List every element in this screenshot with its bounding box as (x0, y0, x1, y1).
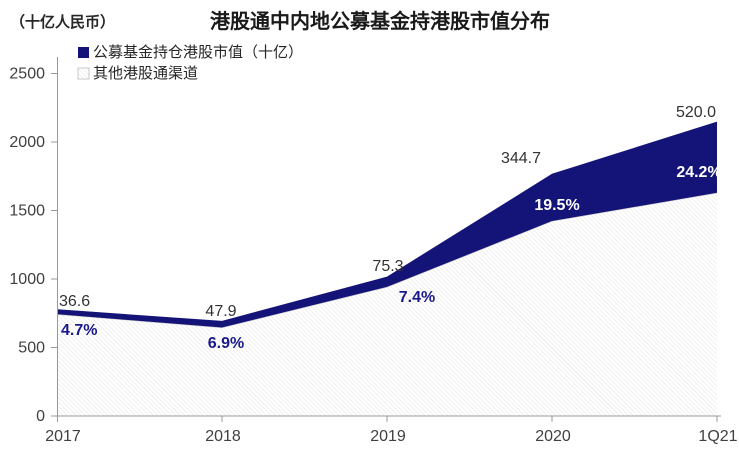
area-fund-holdings (57, 121, 717, 328)
y-tick-label-500: 500 (18, 340, 45, 357)
x-tick-label-1q21: 1Q21 (698, 428, 737, 445)
pct-label-2019: 7.4% (399, 289, 435, 306)
x-tick-label-2020: 2020 (535, 428, 571, 445)
pct-label-2017: 4.7% (61, 322, 97, 339)
data-value-labels: 36.6 47.9 75.3 344.7 520.0 (59, 104, 716, 320)
legend-label-fund-holdings: 公募基金持仓港股市值（十亿） (93, 44, 303, 61)
pct-label-1q21: 24.2% (676, 164, 721, 181)
legend-swatch-fund-holdings (78, 47, 89, 58)
value-label-2019: 75.3 (372, 258, 403, 275)
x-tick-label-2018: 2018 (205, 428, 241, 445)
y-tick-label-2500: 2500 (9, 66, 45, 83)
legend-label-other-channels: 其他港股通渠道 (93, 65, 198, 82)
area-layers (57, 121, 718, 416)
value-label-1q21: 520.0 (676, 104, 716, 121)
x-tick-label-2017: 2017 (45, 428, 81, 445)
legend: 公募基金持仓港股市值（十亿） 其他港股通渠道 (77, 44, 303, 82)
pct-label-2020: 19.5% (534, 197, 579, 214)
y-axis-unit-label: （十亿人民币） (10, 13, 115, 31)
y-tick-label-0: 0 (36, 408, 45, 425)
pct-label-2018: 6.9% (208, 335, 244, 352)
y-tick-label-1500: 1500 (9, 203, 45, 220)
chart-title: 港股通中内地公募基金持港股市值分布 (210, 9, 550, 33)
x-tick-label-2019: 2019 (370, 428, 406, 445)
pct-share-labels: 4.7% 6.9% 7.4% 19.5% 24.2% (61, 164, 722, 352)
value-label-2017: 36.6 (59, 293, 90, 310)
value-label-2018: 47.9 (205, 303, 236, 320)
legend-swatch-other-channels (77, 67, 90, 80)
x-axis-tick-labels: 2017 2018 2019 2020 1Q21 (45, 428, 737, 445)
value-label-2020: 344.7 (501, 150, 541, 167)
y-axis-tick-labels: 0 500 1000 1500 2000 2500 (9, 66, 45, 426)
area-other-channels (57, 192, 717, 416)
y-tick-label-2000: 2000 (9, 134, 45, 151)
y-tick-label-1000: 1000 (9, 271, 45, 288)
axes (51, 57, 721, 422)
